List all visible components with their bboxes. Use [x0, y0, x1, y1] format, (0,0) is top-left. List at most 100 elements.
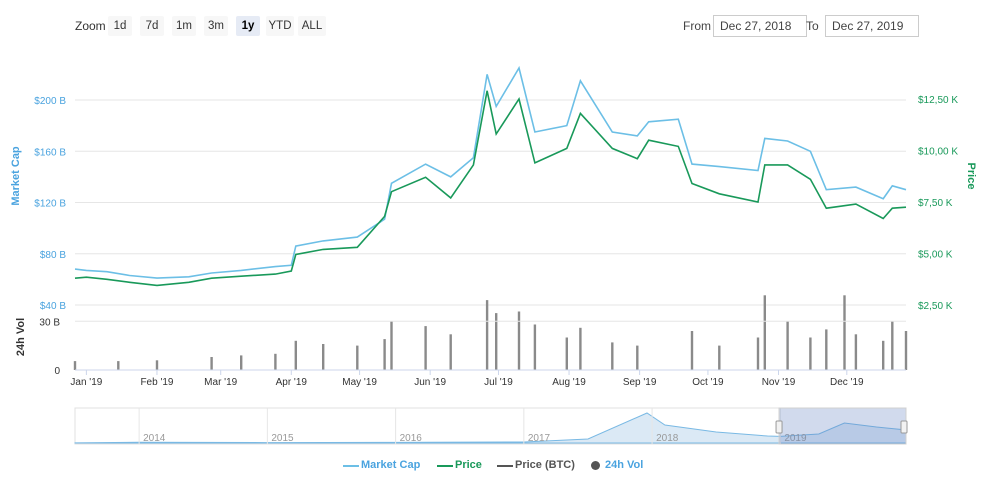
- volume-bar: [763, 295, 766, 371]
- navigator-selection: [778, 407, 907, 445]
- from-date-input[interactable]: Dec 27, 2018: [713, 15, 807, 37]
- zoom-3m-button[interactable]: 3m: [204, 16, 228, 36]
- navigator-handle[interactable]: [900, 420, 908, 434]
- volume-tick-label: 0: [54, 366, 60, 377]
- price-line: [74, 90, 907, 287]
- volume-bar: [565, 337, 568, 370]
- volume-bar: [383, 339, 386, 370]
- zoom-7d-button[interactable]: 7d: [140, 16, 164, 36]
- price-btc-legend-swatch: [497, 465, 513, 467]
- navigator-year-label: 2017: [528, 433, 551, 444]
- navigator-handle[interactable]: [775, 420, 783, 434]
- volume-bar: [294, 340, 297, 371]
- volume-bar: [756, 337, 760, 370]
- volume-bar: [155, 360, 159, 371]
- legend-price[interactable]: Price: [455, 459, 482, 471]
- legend-market-cap[interactable]: Market Cap: [361, 459, 421, 471]
- volume-bar: [825, 329, 828, 370]
- volume-bar: [117, 361, 120, 370]
- price-tick-label: $7,50 K: [918, 198, 953, 209]
- market-cap-axis: $40 B $80 B $120 B $160 B $200 B: [34, 96, 66, 312]
- market-cap-axis-title: Market Cap: [10, 146, 22, 206]
- market-cap-line: [74, 65, 907, 279]
- volume-bar: [636, 345, 639, 370]
- to-label: To: [806, 19, 819, 33]
- x-tick-label: Jul '19: [484, 377, 513, 388]
- volume-bar: [210, 357, 213, 370]
- volume-bar: [854, 334, 858, 371]
- price-tick-label: $5,00 K: [918, 250, 953, 261]
- volume-bar: [424, 326, 427, 370]
- volume-bar: [356, 345, 359, 370]
- market-cap-tick-label: $80 B: [40, 250, 66, 261]
- volume-axis-title: 24h Vol: [15, 318, 27, 356]
- navigator-year-label: 2014: [143, 433, 166, 444]
- to-date-input[interactable]: Dec 27, 2019: [825, 15, 919, 37]
- market-cap-tick-label: $40 B: [40, 301, 66, 312]
- navigator-year-label: 2019: [784, 433, 807, 444]
- navigator-year-label: 2015: [271, 433, 294, 444]
- navigator-area: [74, 412, 907, 444]
- zoom-ytd-button[interactable]: YTD: [266, 16, 294, 36]
- zoom-1d-button[interactable]: 1d: [108, 16, 132, 36]
- price-tick-label: $12,50 K: [918, 95, 958, 106]
- market-cap-tick-label: $200 B: [34, 96, 66, 107]
- volume-bar: [809, 337, 812, 370]
- volume-bar: [495, 313, 498, 370]
- navigator-year-label: 2018: [656, 433, 679, 444]
- navigator-year-label: 2016: [400, 433, 423, 444]
- x-tick-label: Sep '19: [623, 377, 657, 388]
- zoom-1m-button[interactable]: 1m: [172, 16, 196, 36]
- volume-bar: [517, 311, 521, 370]
- volume-bar: [274, 353, 277, 371]
- zoom-1y-button[interactable]: 1y: [236, 16, 260, 36]
- volume-bar: [579, 327, 582, 371]
- x-tick-label: Jun '19: [414, 377, 446, 388]
- from-label: From: [683, 19, 711, 33]
- volume-bar: [449, 334, 452, 371]
- volume-bar: [718, 345, 721, 370]
- volume-bar: [485, 300, 489, 370]
- market-cap-legend-swatch: [343, 465, 359, 467]
- zoom-label: Zoom: [75, 19, 106, 33]
- grid-lines: [75, 99, 906, 306]
- volume-bar: [240, 355, 243, 370]
- volume-legend-swatch: [591, 461, 600, 470]
- legend-24h-vol[interactable]: 24h Vol: [605, 459, 644, 471]
- legend-price-btc[interactable]: Price (BTC): [515, 459, 575, 471]
- x-tick-label: Mar '19: [204, 377, 237, 388]
- x-tick-label: Apr '19: [276, 377, 308, 388]
- price-chart: $40 B $80 B $120 B $160 B $200 B $2,50 K $5,0…: [10, 65, 977, 445]
- navigator[interactable]: 2014 2015 2016 2017 2018 2019: [74, 407, 908, 445]
- x-tick-label: May '19: [342, 377, 377, 388]
- chart-toolbar: Zoom 1d 7d 1m 3m 1y YTD ALL From Dec 27,…: [0, 0, 1000, 50]
- volume-bar: [904, 331, 908, 370]
- volume-bar: [891, 321, 894, 371]
- x-tick-label: Feb '19: [140, 377, 173, 388]
- chart-legend: Market Cap Price Price (BTC) 24h Vol: [0, 456, 1000, 476]
- x-tick-label: Aug '19: [552, 377, 586, 388]
- volume-bar: [611, 342, 614, 370]
- zoom-all-button[interactable]: ALL: [298, 16, 326, 36]
- volume-bar: [390, 321, 393, 371]
- volume-bars: [73, 295, 908, 371]
- price-axis: $2,50 K $5,00 K $7,50 K $10,00 K $12,50 K: [918, 95, 958, 312]
- price-axis-title: Price: [965, 163, 977, 190]
- x-axis: Jan '19 Feb '19 Mar '19 Apr '19 May '19 Jun '…: [70, 370, 864, 388]
- volume-bar: [533, 324, 537, 370]
- x-tick-label: Nov '19: [762, 377, 796, 388]
- volume-axis: 0 30 B: [39, 317, 906, 377]
- x-tick-label: Dec '19: [830, 377, 864, 388]
- volume-bar: [73, 361, 77, 370]
- market-cap-tick-label: $160 B: [34, 147, 66, 158]
- volume-bar: [690, 331, 694, 370]
- price-tick-label: $10,00 K: [918, 147, 958, 158]
- price-tick-label: $2,50 K: [918, 301, 953, 312]
- x-tick-label: Oct '19: [692, 377, 724, 388]
- volume-bar: [786, 321, 789, 371]
- volume-bar: [843, 295, 846, 371]
- volume-bar: [322, 344, 325, 370]
- volume-bar: [882, 340, 885, 371]
- volume-tick-label: 30 B: [39, 317, 60, 328]
- x-tick-label: Jan '19: [70, 377, 102, 388]
